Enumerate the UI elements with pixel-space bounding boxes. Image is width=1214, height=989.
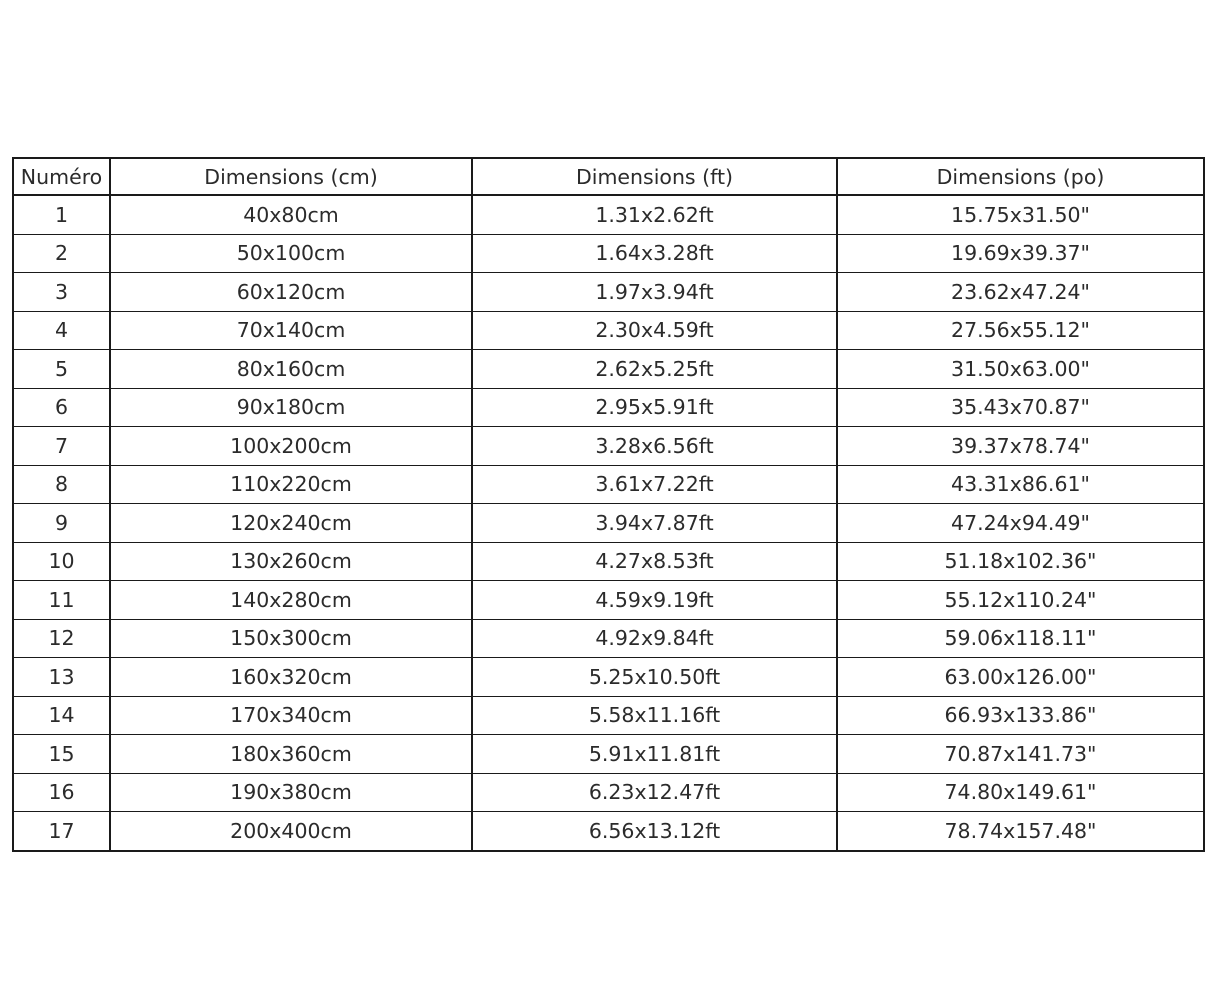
table-row: 17 200x400cm 6.56x13.12ft 78.74x157.48"	[12, 811, 1205, 852]
cell-po: 55.12x110.24"	[836, 580, 1205, 620]
table-row: 1 40x80cm 1.31x2.62ft 15.75x31.50"	[12, 195, 1205, 235]
cell-numero: 6	[12, 388, 110, 427]
table-row: 6 90x180cm 2.95x5.91ft 35.43x70.87"	[12, 388, 1205, 427]
table-row: 7 100x200cm 3.28x6.56ft 39.37x78.74"	[12, 426, 1205, 466]
table-row: 13 160x320cm 5.25x10.50ft 63.00x126.00"	[12, 657, 1205, 697]
cell-numero: 12	[12, 619, 110, 658]
table-row: 15 180x360cm 5.91x11.81ft 70.87x141.73"	[12, 734, 1205, 774]
cell-numero: 7	[12, 426, 110, 466]
cell-po: 23.62x47.24"	[836, 272, 1205, 312]
cell-numero: 3	[12, 272, 110, 312]
cell-cm: 80x160cm	[109, 349, 472, 389]
table-row: 11 140x280cm 4.59x9.19ft 55.12x110.24"	[12, 580, 1205, 620]
cell-numero: 10	[12, 542, 110, 581]
cell-ft: 5.58x11.16ft	[471, 696, 837, 735]
cell-ft: 5.25x10.50ft	[471, 657, 837, 697]
cell-ft: 1.31x2.62ft	[471, 195, 837, 235]
cell-po: 35.43x70.87"	[836, 388, 1205, 427]
cell-po: 47.24x94.49"	[836, 503, 1205, 543]
column-header-cm[interactable]: Dimensions (cm)	[109, 157, 472, 196]
cell-cm: 100x200cm	[109, 426, 472, 466]
cell-po: 78.74x157.48"	[836, 811, 1205, 852]
cell-cm: 160x320cm	[109, 657, 472, 697]
table-row: 14 170x340cm 5.58x11.16ft 66.93x133.86"	[12, 696, 1205, 735]
cell-po: 27.56x55.12"	[836, 311, 1205, 350]
cell-cm: 150x300cm	[109, 619, 472, 658]
cell-po: 43.31x86.61"	[836, 465, 1205, 504]
cell-numero: 9	[12, 503, 110, 543]
cell-po: 19.69x39.37"	[836, 234, 1205, 273]
cell-numero: 16	[12, 773, 110, 812]
cell-numero: 13	[12, 657, 110, 697]
cell-cm: 70x140cm	[109, 311, 472, 350]
table-body: 1 40x80cm 1.31x2.62ft 15.75x31.50" 2 50x100cm…	[12, 195, 1205, 852]
table-row: 12 150x300cm 4.92x9.84ft 59.06x118.11"	[12, 619, 1205, 658]
cell-ft: 6.56x13.12ft	[471, 811, 837, 852]
table-row: 10 130x260cm 4.27x8.53ft 51.18x102.36"	[12, 542, 1205, 581]
table-row: 2 50x100cm 1.64x3.28ft 19.69x39.37"	[12, 234, 1205, 273]
cell-numero: 15	[12, 734, 110, 774]
cell-numero: 1	[12, 195, 110, 235]
cell-ft: 3.94x7.87ft	[471, 503, 837, 543]
column-header-ft[interactable]: Dimensions (ft)	[471, 157, 837, 196]
cell-ft: 3.28x6.56ft	[471, 426, 837, 466]
cell-cm: 140x280cm	[109, 580, 472, 620]
cell-cm: 190x380cm	[109, 773, 472, 812]
table-container: Numéro Dimensions (cm) Dimensions (ft) Dime…	[12, 157, 1205, 852]
cell-ft: 5.91x11.81ft	[471, 734, 837, 774]
table-row: 5 80x160cm 2.62x5.25ft 31.50x63.00"	[12, 349, 1205, 389]
cell-po: 74.80x149.61"	[836, 773, 1205, 812]
cell-numero: 2	[12, 234, 110, 273]
table-header-row: Numéro Dimensions (cm) Dimensions (ft) Dime…	[12, 157, 1205, 196]
cell-ft: 4.27x8.53ft	[471, 542, 837, 581]
cell-po: 63.00x126.00"	[836, 657, 1205, 697]
cell-po: 15.75x31.50"	[836, 195, 1205, 235]
table-row: 9 120x240cm 3.94x7.87ft 47.24x94.49"	[12, 503, 1205, 543]
cell-ft: 6.23x12.47ft	[471, 773, 837, 812]
column-header-numero[interactable]: Numéro	[12, 157, 110, 196]
cell-numero: 11	[12, 580, 110, 620]
column-header-po[interactable]: Dimensions (po)	[836, 157, 1205, 196]
cell-cm: 60x120cm	[109, 272, 472, 312]
cell-ft: 1.97x3.94ft	[471, 272, 837, 312]
cell-ft: 2.30x4.59ft	[471, 311, 837, 350]
cell-numero: 17	[12, 811, 110, 852]
cell-ft: 2.62x5.25ft	[471, 349, 837, 389]
cell-cm: 130x260cm	[109, 542, 472, 581]
cell-po: 39.37x78.74"	[836, 426, 1205, 466]
cell-numero: 14	[12, 696, 110, 735]
cell-ft: 2.95x5.91ft	[471, 388, 837, 427]
table-row: 8 110x220cm 3.61x7.22ft 43.31x86.61"	[12, 465, 1205, 504]
table-header: Numéro Dimensions (cm) Dimensions (ft) Dime…	[12, 157, 1205, 196]
cell-po: 59.06x118.11"	[836, 619, 1205, 658]
cell-po: 31.50x63.00"	[836, 349, 1205, 389]
table-row: 16 190x380cm 6.23x12.47ft 74.80x149.61"	[12, 773, 1205, 812]
cell-po: 51.18x102.36"	[836, 542, 1205, 581]
cell-cm: 200x400cm	[109, 811, 472, 852]
cell-cm: 50x100cm	[109, 234, 472, 273]
table-row: 4 70x140cm 2.30x4.59ft 27.56x55.12"	[12, 311, 1205, 350]
cell-po: 66.93x133.86"	[836, 696, 1205, 735]
cell-cm: 40x80cm	[109, 195, 472, 235]
cell-cm: 170x340cm	[109, 696, 472, 735]
cell-numero: 8	[12, 465, 110, 504]
cell-cm: 90x180cm	[109, 388, 472, 427]
cell-cm: 110x220cm	[109, 465, 472, 504]
cell-ft: 3.61x7.22ft	[471, 465, 837, 504]
conversion-table: Numéro Dimensions (cm) Dimensions (ft) Dime…	[12, 157, 1205, 852]
table-row: 3 60x120cm 1.97x3.94ft 23.62x47.24"	[12, 272, 1205, 312]
cell-po: 70.87x141.73"	[836, 734, 1205, 774]
cell-cm: 120x240cm	[109, 503, 472, 543]
cell-cm: 180x360cm	[109, 734, 472, 774]
cell-numero: 4	[12, 311, 110, 350]
cell-ft: 1.64x3.28ft	[471, 234, 837, 273]
cell-numero: 5	[12, 349, 110, 389]
cell-ft: 4.92x9.84ft	[471, 619, 837, 658]
cell-ft: 4.59x9.19ft	[471, 580, 837, 620]
